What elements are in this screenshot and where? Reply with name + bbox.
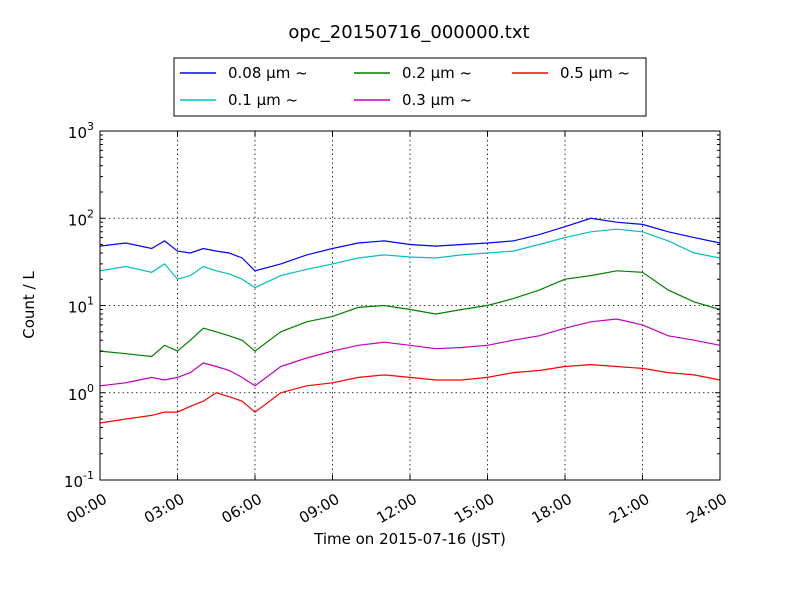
x-tick-labels: 00:00 03:00 06:00 09:00 12:00 15:00 18:00 21:00… [64,490,730,527]
series-line-1 [99,228,721,289]
y-tick-label: 102 [68,207,94,229]
x-tick-label: 15:00 [451,490,497,527]
x-tick-label: 12:00 [374,490,420,527]
x-tick-label: 09:00 [296,490,342,527]
x-tick-label: 24:00 [684,490,730,527]
legend-label-4: 0.5 µm ~ [560,64,630,82]
grid [100,131,720,480]
x-tick-label: 00:00 [64,490,110,527]
chart-title: opc_20150716_000000.txt [288,22,529,43]
legend-label-3: 0.3 µm ~ [402,91,472,109]
legend-label-1: 0.1 µm ~ [228,91,298,109]
x-tick-label: 03:00 [141,490,187,527]
legend-label-2: 0.2 µm ~ [402,64,472,82]
y-tick-label: 101 [68,295,94,317]
x-axis-label: Time on 2015-07-16 (JST) [313,530,506,548]
y-axis-label: Count / L [20,271,38,339]
series-line-2 [99,270,721,358]
legend-label-0: 0.08 µm ~ [228,64,308,82]
x-tick-label: 21:00 [606,490,652,527]
legend: 0.08 µm ~ 0.1 µm ~ 0.2 µm ~ 0.3 µm ~ 0.5 µm … [173,57,647,117]
series-lines [99,217,721,424]
axis-ticks [99,130,721,481]
legend-box [173,57,647,117]
x-tick-label: 06:00 [219,490,265,527]
series-line-0 [99,217,721,272]
x-tick-label: 18:00 [529,490,575,527]
y-tick-label: 103 [68,120,94,142]
series-line-3 [99,318,721,387]
y-tick-label: 10-1 [64,469,94,491]
y-tick-labels: 10-1 100 101 102 103 [64,120,94,491]
series-line-4 [99,363,721,424]
y-tick-label: 100 [68,382,94,404]
